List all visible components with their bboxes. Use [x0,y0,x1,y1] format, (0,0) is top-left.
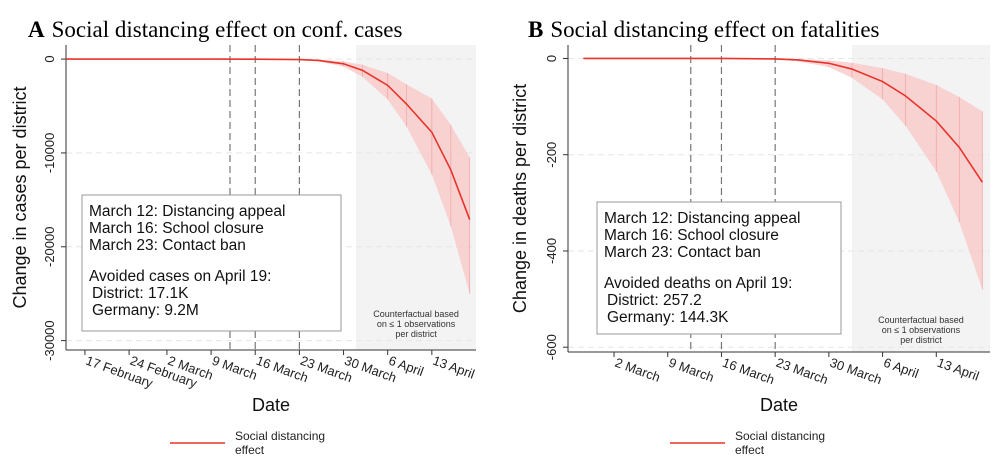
annotation-box [81,194,342,332]
x-tick-label: 16 March [720,355,776,388]
shade-note: on ≤ 1 observations [377,319,456,329]
event-text: March 16: School closure [604,227,779,244]
shade-note: on ≤ 1 observations [882,325,961,335]
x-axis-title: Date [252,395,290,415]
summary-text: Germany: 144.3K [607,309,729,326]
summary-text: Germany: 9.2M [92,302,199,319]
shade-note: per district [395,329,437,339]
event-text: March 23: Contact ban [89,237,246,254]
shade-note: Counterfactual based [878,315,964,325]
annotation-box [596,201,842,335]
legend-label-line: Social distancing [735,429,825,443]
x-tick-label: 13 April [935,355,981,384]
x-tick-label: 9 March [210,353,259,383]
x-tick-label: 6 April [882,355,921,381]
shade-note: Counterfactual based [373,309,459,319]
y-tick-label: -600 [544,334,559,360]
effect-line [66,58,471,220]
event-text: March 12: Distancing appeal [89,203,285,220]
x-tick-label: 2 March [613,355,662,385]
x-tick-label: 9 March [667,355,716,385]
panel-letter: B [528,17,543,42]
effect-line [583,57,983,183]
summary-text: District: 257.2 [607,292,702,309]
event-text: March 12: Distancing appeal [604,210,800,227]
panel-title: B Social distancing effect on fatalities [528,17,880,42]
legend-label-line: Social distancing [235,429,325,443]
y-tick-label: -30000 [42,320,57,360]
summary-text: District: 17.1K [92,285,189,302]
legend-label: Social distancing effect [235,429,325,457]
shade-note: per district [900,335,942,345]
y-tick-label: -20000 [42,227,57,267]
panel-title-text: Social distancing effect on fatalities [550,17,879,42]
event-text: March 16: School closure [89,220,264,237]
y-axis-title: Change in cases per district [10,86,30,308]
panel-title: A Social distancing effect on conf. cases [28,17,403,42]
y-tick-label: -400 [544,238,559,264]
panel-title-text: Social distancing effect on conf. cases [52,17,403,42]
panel-letter: A [28,17,45,42]
legend-label: Social distancing effect [735,429,825,457]
y-tick-label: -200 [544,142,559,168]
x-tick-label: 13 April [431,353,477,382]
y-axis-title: Change in deaths per district [510,84,530,313]
summary-text: Avoided deaths on April 19: [604,275,792,292]
x-axis-title: Date [760,395,798,415]
x-tick-label: 30 March [828,355,884,388]
y-tick-label: 0 [42,55,57,62]
y-tick-label: -10000 [42,133,57,173]
event-text: March 23: Contact ban [604,244,761,261]
summary-text: Avoided cases on April 19: [89,268,271,285]
y-tick-label: 0 [544,55,559,62]
x-tick-label: 23 March [774,355,830,388]
legend-label-line: effect [235,443,265,457]
legend-label-line: effect [735,443,765,457]
